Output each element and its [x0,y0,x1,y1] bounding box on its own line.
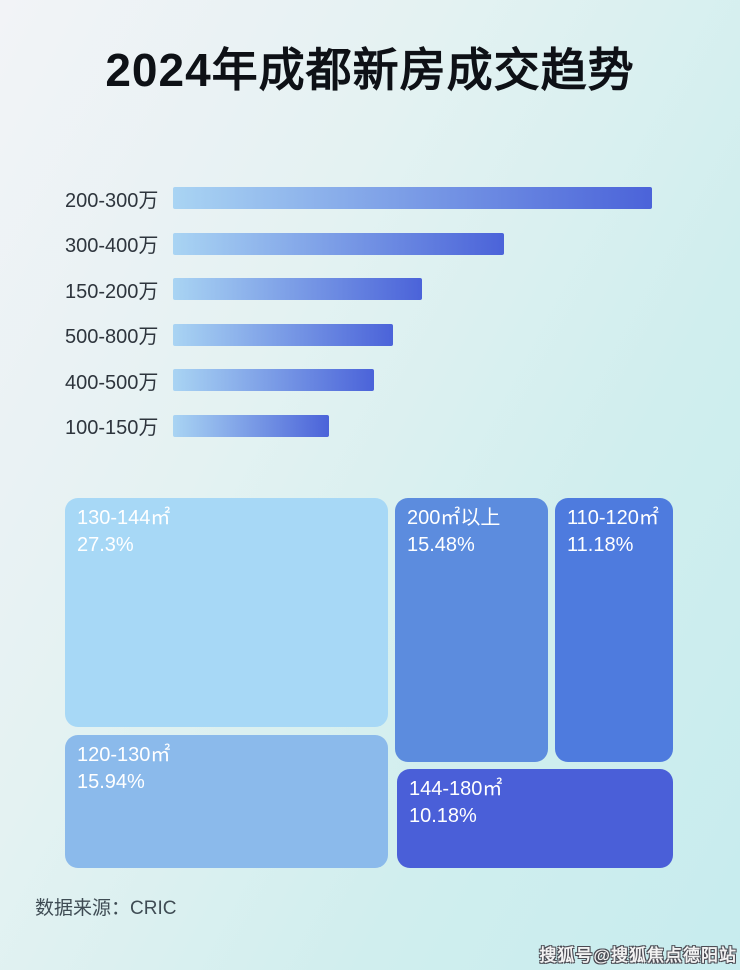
treemap-block: 200㎡以上 15.48% [395,498,548,762]
treemap-block-value: 10.18% [409,805,477,827]
bar-label: 300-400万 [65,235,159,257]
bar-row: 400-500万 [65,369,665,394]
bar-row: 100-150万 [65,414,665,439]
bar-label: 500-800万 [65,326,159,348]
treemap-block-value: 11.18% [567,534,634,556]
treemap-block-label: 110-120㎡ [567,507,659,529]
treemap-block-label: 200㎡以上 [407,507,501,529]
bar [173,232,504,255]
bar-label: 200-300万 [65,189,159,212]
treemap-block: 110-120㎡ 11.18% [555,498,673,762]
data-source-label: 数据来源：CRIC [35,898,177,919]
bar [173,369,375,391]
treemap-block-value: 15.48% [407,534,475,556]
bar-row: 300-400万 [65,232,665,257]
treemap-block-value: 15.94% [77,771,145,793]
treemap-block-value: 27.3% [77,534,134,556]
treemap-block-label: 144-180㎡ [409,778,503,800]
bar [173,323,394,346]
bar-row: 150-200万 [65,278,665,303]
bar-label: 150-200万 [65,280,159,303]
treemap-block: 120-130㎡ 15.94% [65,735,388,868]
bar-label: 400-500万 [65,371,159,394]
bar-row: 200-300万 [65,187,665,212]
bar-row: 500-800万 [65,323,665,348]
watermark-label: 搜狐号@搜狐焦点德阳站 [539,946,737,965]
bar [173,187,652,209]
area-size-treemap: 130-144㎡ 27.3% 200㎡以上 15.48% 110-120㎡ 11.18% 1… [65,498,673,868]
treemap-block-label: 130-144㎡ [77,507,171,529]
treemap-block: 130-144㎡ 27.3% [65,498,388,727]
page-title: 2024年成都新房成交趋势 [105,44,635,96]
bar [173,414,329,437]
treemap-block-label: 120-130㎡ [77,744,171,766]
bar-label: 100-150万 [65,417,159,439]
treemap-block: 144-180㎡ 10.18% [397,769,673,868]
price-range-bar-chart: 200-300万 300-400万 150-200万 500-800万 400-500万… [65,187,665,460]
bar [173,278,423,300]
